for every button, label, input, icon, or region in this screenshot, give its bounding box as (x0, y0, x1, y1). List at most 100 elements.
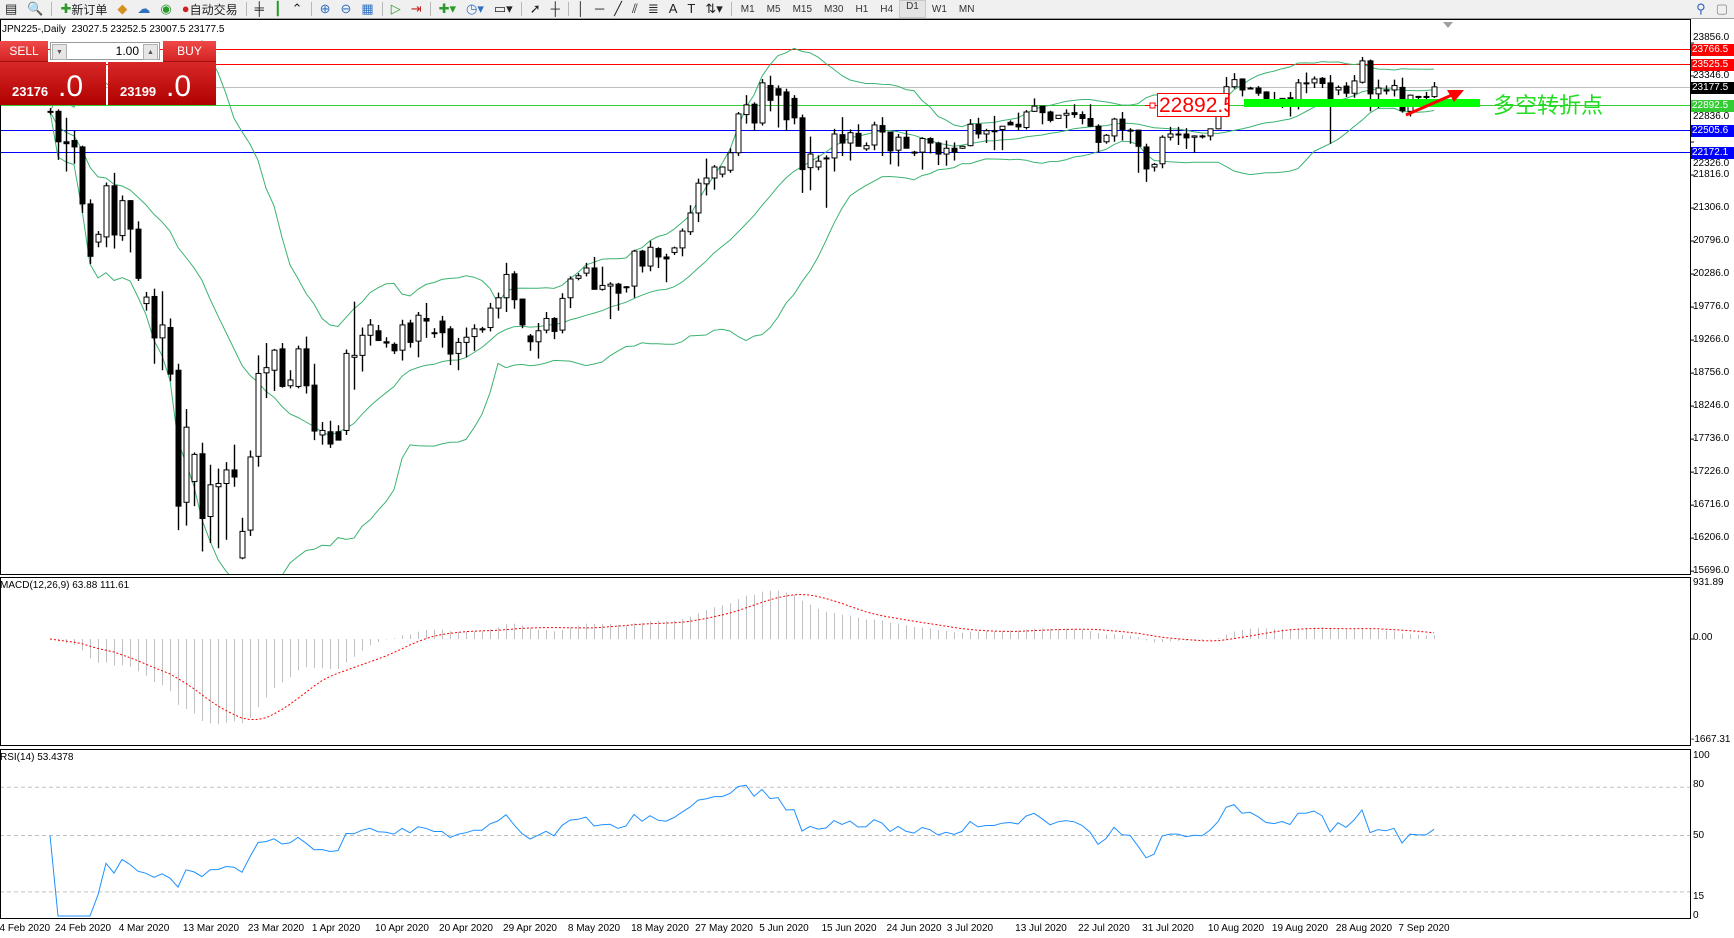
volume-stepper[interactable]: ▼ 1.00 ▲ (50, 42, 160, 60)
zoom-in-icon[interactable]: ⊕ (319, 1, 331, 16)
candle (863, 142, 870, 151)
volume-decrease-icon[interactable]: ▼ (52, 44, 67, 60)
candle (535, 322, 542, 359)
auto-trading-button[interactable]: ● 自动交易 (177, 0, 243, 18)
volume-increase-icon[interactable]: ▲ (143, 44, 158, 60)
candle-body (1255, 87, 1262, 94)
signals-icon[interactable]: ☁ (137, 1, 151, 16)
navigator-icon[interactable]: ▤ (5, 1, 18, 16)
candle-body (743, 104, 750, 116)
indicators-icon[interactable]: ✚▾ (438, 1, 457, 16)
candle (335, 425, 342, 441)
periods-clock-icon[interactable]: ◷▾ (466, 1, 484, 16)
candle-body (303, 348, 310, 387)
date-tick-label: 13 Mar 2020 (182, 923, 240, 934)
candle-body (311, 384, 318, 432)
candle (79, 145, 86, 213)
new-order-button[interactable]: ✚ 新订单 (55, 0, 112, 18)
sell-button[interactable]: SELL (0, 41, 48, 62)
price-level-label: 22505.6 (1691, 124, 1734, 137)
toolbar-divider (567, 2, 569, 16)
trendline-icon[interactable]: ╱ (614, 1, 622, 16)
vertical-line-icon[interactable]: │ (576, 1, 585, 16)
candle-body (831, 133, 838, 159)
buy-price-fraction: .0 (166, 70, 192, 103)
timeframe-mn[interactable]: MN (958, 3, 975, 15)
timeframe-w1[interactable]: W1 (931, 3, 947, 15)
arrows-icon[interactable]: ⇅▾ (705, 1, 723, 16)
candle-body (623, 286, 630, 289)
candle-body (671, 247, 678, 253)
date-tick-label: 8 May 2020 (567, 923, 621, 934)
price-tick-label: 17736.0 (1693, 433, 1730, 445)
price-label-annotation[interactable]: 22892.5 (1157, 93, 1229, 117)
candle-body (759, 82, 766, 124)
search-icon[interactable]: ⚲ (1696, 1, 1706, 16)
text-label-icon[interactable]: T (687, 1, 696, 16)
text-icon[interactable]: A (668, 1, 678, 16)
ohlc-readout: 23027.5 23252.5 23007.5 23177.5 (71, 24, 225, 35)
timeframe-h4[interactable]: H4 (880, 3, 894, 15)
candle-body (1039, 105, 1046, 114)
candle-body (511, 273, 518, 301)
candle (695, 178, 702, 223)
timeframe-m30[interactable]: M30 (824, 3, 844, 15)
candle-body (223, 469, 230, 485)
rsi-axis-100: 100 (1693, 750, 1710, 761)
market-icon[interactable]: ◉ (160, 1, 172, 16)
candle-body (775, 88, 782, 96)
candle-body (351, 354, 358, 358)
candle (287, 370, 294, 389)
candle-body (927, 138, 934, 144)
channel-icon[interactable]: ⫽ (632, 1, 638, 16)
candle-body (1391, 84, 1398, 91)
candle-body (359, 334, 366, 356)
buy-button[interactable]: BUY (163, 41, 216, 62)
chart-shift-icon[interactable]: ⇥ (410, 1, 422, 16)
candle (927, 137, 934, 154)
timeframe-d1[interactable]: D1 (899, 0, 926, 18)
symbol-title: JPN225-,Daily (2, 24, 66, 35)
date-tick-label: 10 Aug 2020 (1207, 923, 1265, 934)
experts-icon[interactable]: ◆ (117, 1, 128, 16)
candle (231, 444, 238, 487)
candle-body (895, 136, 902, 151)
cursor-icon[interactable]: ➚ (529, 1, 541, 16)
tile-windows-icon[interactable]: ▦ (361, 1, 374, 16)
timeframe-h1[interactable]: H1 (855, 3, 869, 15)
candle (591, 256, 598, 290)
chat-icon[interactable]: ▢ (1715, 1, 1728, 16)
price-tick-label: 15696.0 (1693, 565, 1730, 577)
price-tick-label: 18246.0 (1693, 400, 1730, 412)
timeframe-m5[interactable]: M5 (766, 3, 781, 15)
volume-input[interactable]: 1.00 (115, 44, 139, 58)
fibonacci-icon[interactable]: ≣ (647, 1, 659, 16)
zoom-out-icon[interactable]: ⊖ (340, 1, 352, 16)
line-chart-icon[interactable]: ⌃ (291, 1, 303, 16)
chart-shift-marker-icon[interactable] (1443, 22, 1453, 28)
auto-scroll-icon[interactable]: ▷ (390, 1, 401, 16)
crosshair-icon[interactable]: ┼ (550, 1, 560, 16)
horizontal-line-icon[interactable]: ─ (594, 1, 605, 16)
toolbar-divider (381, 2, 383, 16)
candle (615, 282, 622, 311)
templates-icon[interactable]: ▭▾ (493, 1, 513, 16)
candle (647, 240, 654, 272)
price-tick-label: 17226.0 (1693, 466, 1730, 478)
candlestick-icon[interactable]: ┃ (273, 1, 282, 16)
candle (1263, 91, 1270, 101)
candle-body (495, 297, 502, 309)
timeframe-m15[interactable]: M15 (792, 3, 813, 15)
candle (775, 85, 782, 128)
turning-point-text[interactable]: 多空转折点 (1493, 93, 1604, 118)
buy-price-button[interactable]: 23199 .0 (108, 62, 216, 105)
candle-body (735, 113, 742, 154)
sell-price-button[interactable]: 23176 .0 (0, 62, 106, 105)
toolbar-divider (245, 2, 247, 16)
candle-body (327, 431, 334, 445)
date-tick-label: 14 Feb 2020 (0, 923, 51, 934)
zoom-search-icon[interactable]: 🔍 (27, 1, 44, 16)
timeframe-m1[interactable]: M1 (740, 3, 755, 15)
bar-chart-icon[interactable]: ╪ (254, 1, 264, 16)
